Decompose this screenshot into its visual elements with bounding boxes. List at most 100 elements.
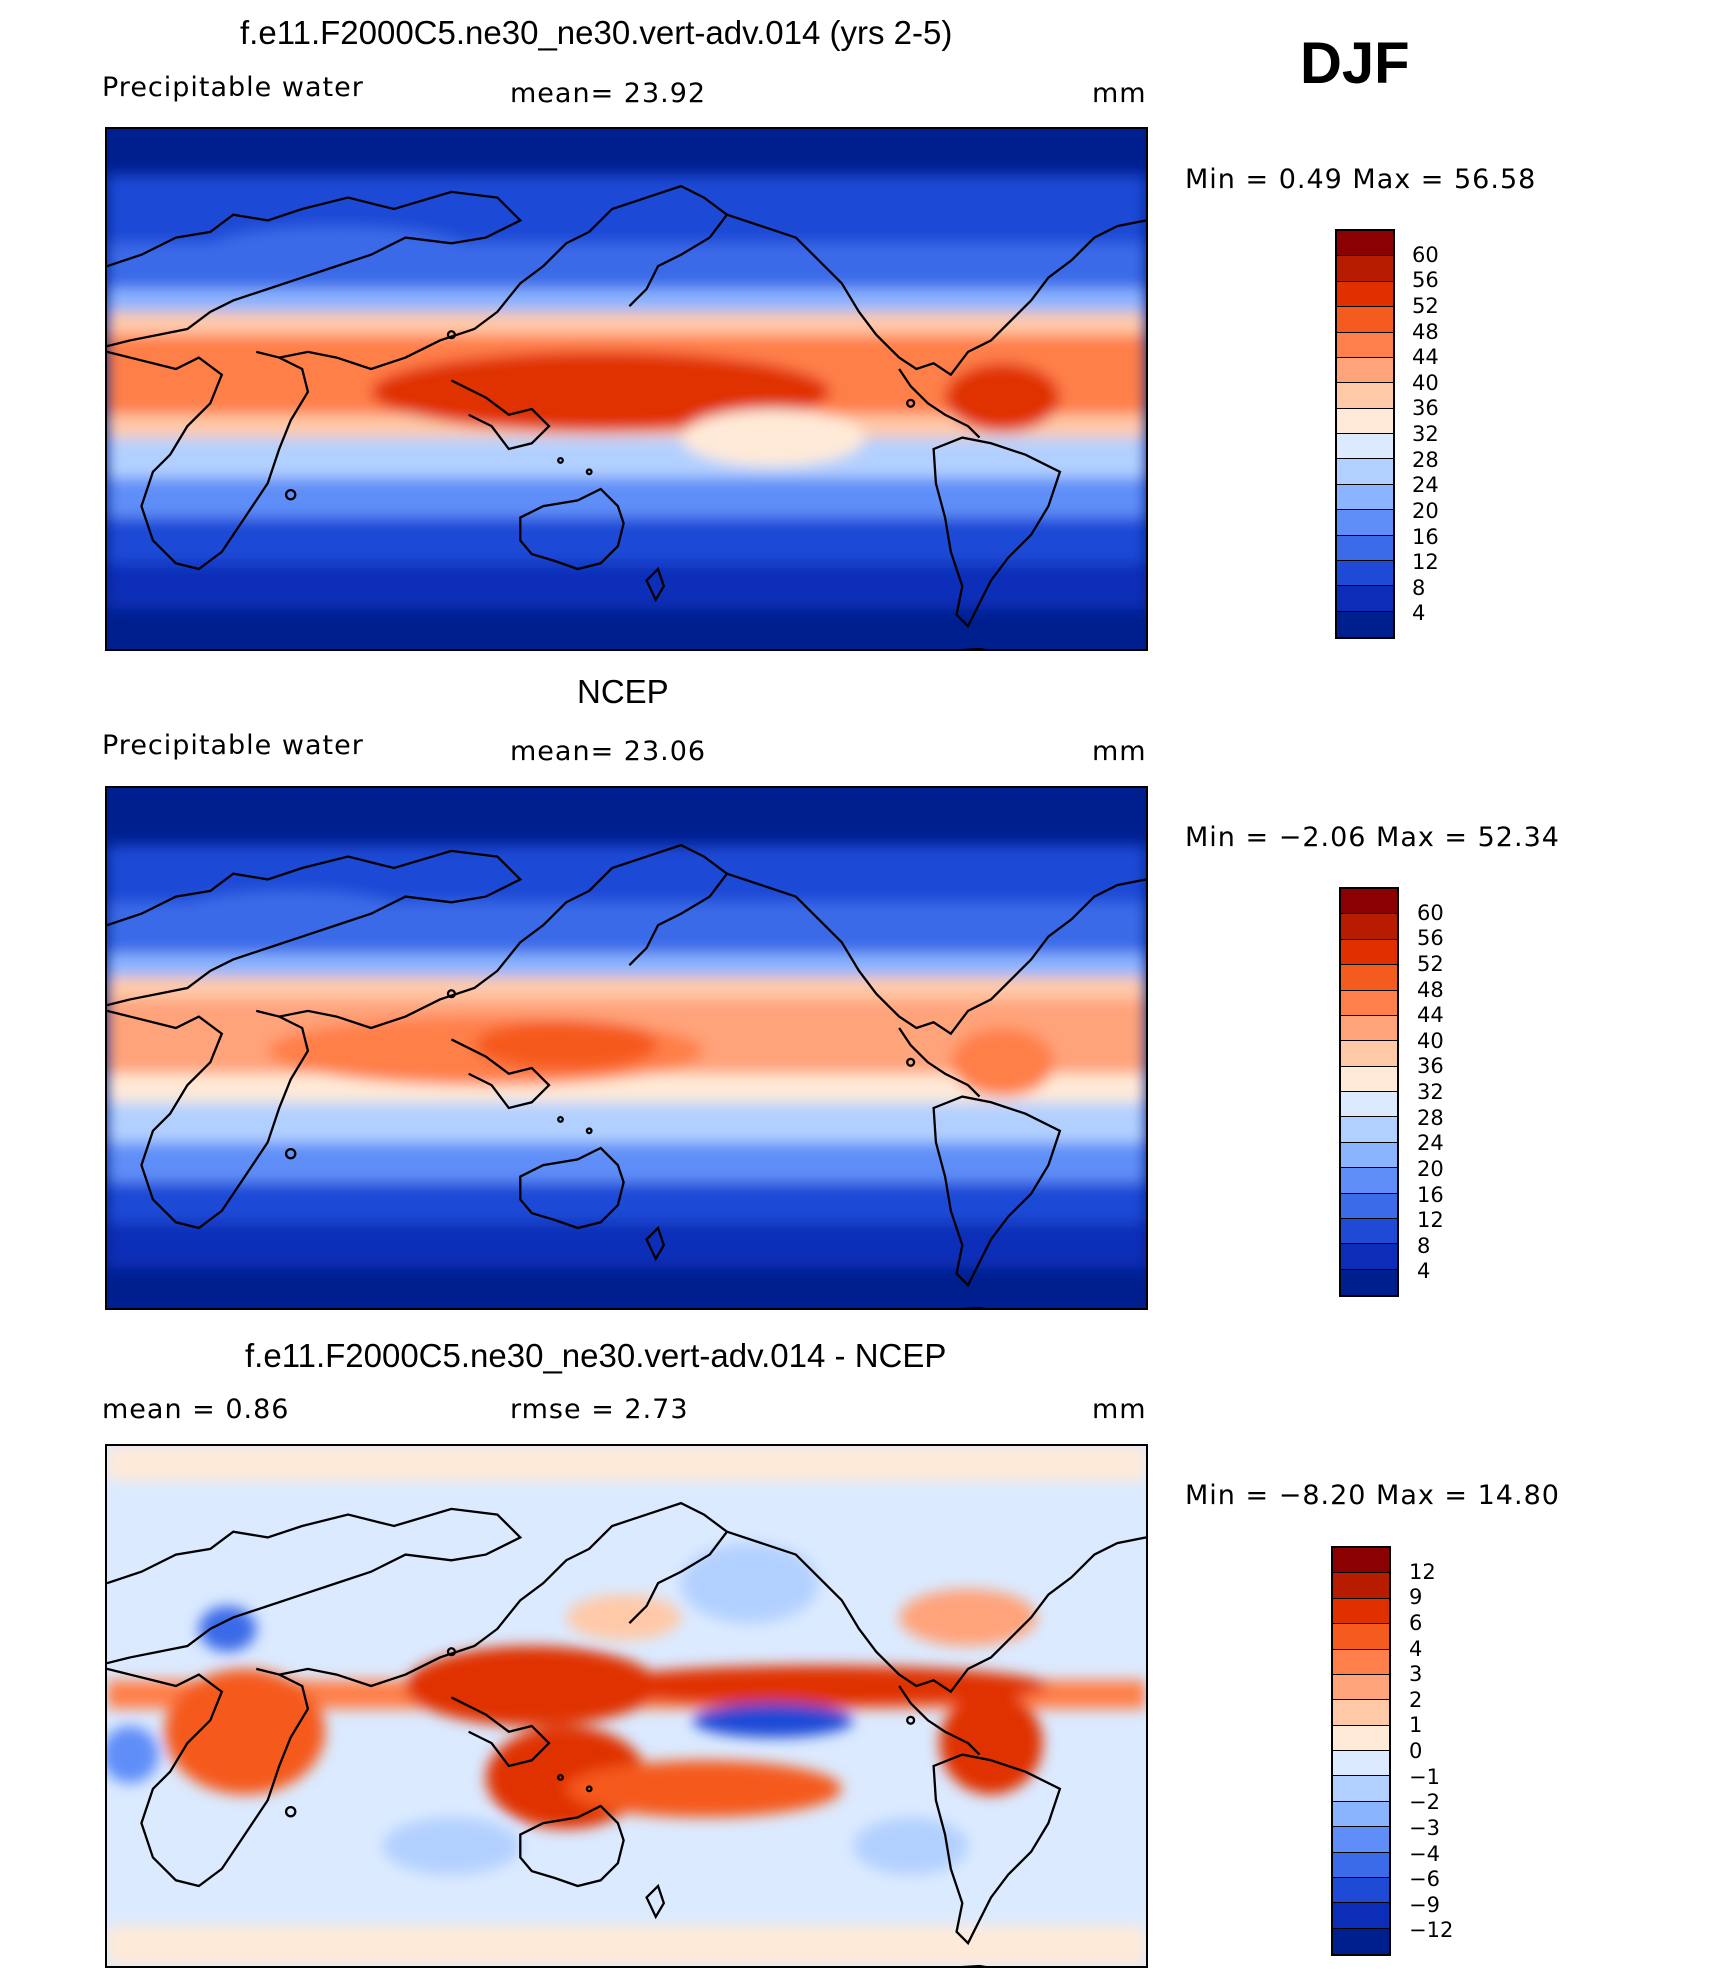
colorbar-tick-label: 2	[1409, 1687, 1423, 1712]
colorbar-tick-label: 36	[1412, 396, 1439, 421]
panel-3-units-label: mm	[1092, 1394, 1147, 1425]
colorbar-swatch	[1337, 535, 1393, 561]
colorbar-tick-label: 20	[1417, 1156, 1444, 1181]
colorbar-swatch	[1337, 510, 1393, 536]
colorbar-swatch	[1333, 1827, 1389, 1853]
colorbar-swatch	[1341, 1218, 1397, 1245]
colorbar-tick-label: −2	[1409, 1790, 1440, 1815]
colorbar-tick-label: −3	[1409, 1815, 1440, 1840]
colorbar-tick-label: 44	[1412, 345, 1439, 370]
colorbar-swatch	[1341, 1193, 1397, 1219]
colorbar-swatch	[1341, 914, 1397, 940]
colorbar-swatch	[1337, 281, 1393, 308]
colorbar-swatch	[1341, 1244, 1397, 1270]
colorbar-swatch	[1341, 889, 1397, 915]
panel-2-map	[105, 786, 1148, 1310]
colorbar-swatch	[1341, 1168, 1397, 1194]
colorbar-tick-label: 56	[1417, 926, 1444, 951]
colorbar-tick-label: 24	[1417, 1131, 1444, 1156]
colorbar-tick-label: 52	[1417, 951, 1444, 976]
colorbar-swatch	[1333, 1776, 1389, 1802]
colorbar-tick-label: 24	[1412, 473, 1439, 498]
colorbar-tick-label: 52	[1412, 293, 1439, 318]
panel-1-map	[105, 127, 1148, 651]
colorbar-swatch	[1333, 1903, 1389, 1929]
panel-2-variable-label: Precipitable water	[102, 730, 364, 761]
colorbar-swatch	[1341, 990, 1397, 1016]
colorbar-tick-label: 56	[1412, 268, 1439, 293]
colorbar-tick-label: −9	[1409, 1892, 1440, 1917]
colorbar-swatch	[1337, 332, 1393, 358]
panel-3-colorbar	[1331, 1546, 1391, 1956]
colorbar-swatch	[1333, 1573, 1389, 1599]
colorbar-tick-label: 28	[1412, 447, 1439, 472]
panel-1-units-label: mm	[1092, 78, 1147, 109]
panel-3-minmax: Min = −8.20 Max = 14.80	[1185, 1480, 1560, 1511]
colorbar-swatch	[1337, 307, 1393, 333]
colorbar-tick-label: 20	[1412, 498, 1439, 523]
colorbar-swatch	[1341, 1092, 1397, 1118]
colorbar-swatch	[1341, 939, 1397, 966]
colorbar-tick-label: 4	[1409, 1636, 1423, 1661]
panel-3-mean-label: mean = 0.86	[102, 1394, 290, 1425]
colorbar-tick-label: 8	[1412, 575, 1426, 600]
colorbar-swatch	[1333, 1598, 1389, 1625]
panel-3-map	[105, 1444, 1148, 1968]
colorbar-tick-label: −1	[1409, 1764, 1440, 1789]
colorbar-tick-label: −4	[1409, 1841, 1440, 1866]
colorbar-tick-label: 12	[1412, 550, 1439, 575]
colorbar-tick-label: −6	[1409, 1867, 1440, 1892]
colorbar-swatch	[1337, 560, 1393, 587]
panel-3-rmse-label: rmse = 2.73	[510, 1394, 689, 1425]
season-label: DJF	[1300, 31, 1410, 96]
colorbar-tick-label: 40	[1417, 1028, 1444, 1053]
colorbar-tick-label: 4	[1417, 1259, 1431, 1284]
colorbar-swatch	[1341, 965, 1397, 991]
colorbar-tick-label: 48	[1417, 977, 1444, 1002]
colorbar-swatch	[1333, 1877, 1389, 1904]
colorbar-tick-label: 9	[1409, 1585, 1423, 1610]
colorbar-tick-label: 44	[1417, 1003, 1444, 1028]
colorbar-swatch	[1333, 1649, 1389, 1675]
colorbar-tick-label: −12	[1409, 1918, 1454, 1943]
colorbar-tick-label: 28	[1417, 1105, 1444, 1130]
colorbar-tick-label: 1	[1409, 1713, 1423, 1738]
colorbar-swatch	[1341, 1269, 1397, 1295]
colorbar-swatch	[1333, 1548, 1389, 1574]
colorbar-swatch	[1337, 459, 1393, 485]
panel-1-variable-label: Precipitable water	[102, 72, 364, 103]
colorbar-swatch	[1337, 434, 1393, 460]
panel-2-units-label: mm	[1092, 736, 1147, 767]
panel-3-title: f.e11.F2000C5.ne30_ne30.vert-adv.014 - N…	[245, 1337, 947, 1374]
colorbar-swatch	[1337, 484, 1393, 511]
colorbar-tick-label: 8	[1417, 1233, 1431, 1258]
colorbar-tick-label: 12	[1409, 1559, 1436, 1584]
panel-1-colorbar	[1335, 229, 1395, 639]
colorbar-swatch	[1341, 1117, 1397, 1143]
panel-1-title: f.e11.F2000C5.ne30_ne30.vert-adv.014 (yr…	[240, 14, 953, 51]
colorbar-tick-label: 32	[1412, 422, 1439, 446]
panel-2-title: NCEP	[577, 673, 669, 710]
colorbar-tick-label: 36	[1417, 1054, 1444, 1079]
colorbar-swatch	[1337, 256, 1393, 282]
panel-1-mean-label: mean= 23.92	[510, 78, 707, 109]
colorbar-tick-label: 6	[1409, 1610, 1423, 1635]
colorbar-tick-label: 0	[1409, 1739, 1423, 1763]
colorbar-tick-label: 16	[1417, 1182, 1444, 1207]
colorbar-tick-label: 32	[1417, 1080, 1444, 1104]
panel-1-minmax: Min = 0.49 Max = 56.58	[1185, 164, 1537, 195]
colorbar-swatch	[1337, 383, 1393, 409]
colorbar-tick-label: 60	[1412, 242, 1439, 267]
colorbar-tick-label: 3	[1409, 1662, 1423, 1687]
colorbar-swatch	[1333, 1852, 1389, 1878]
colorbar-swatch	[1337, 231, 1393, 257]
panel-2-colorbar	[1339, 887, 1399, 1297]
colorbar-swatch	[1333, 1801, 1389, 1828]
colorbar-swatch	[1333, 1725, 1389, 1751]
panel-2-minmax: Min = −2.06 Max = 52.34	[1185, 822, 1560, 853]
colorbar-swatch	[1333, 1624, 1389, 1650]
colorbar-swatch	[1337, 611, 1393, 637]
colorbar-tick-label: 60	[1417, 900, 1444, 925]
colorbar-tick-label: 40	[1412, 370, 1439, 395]
colorbar-swatch	[1337, 408, 1393, 434]
